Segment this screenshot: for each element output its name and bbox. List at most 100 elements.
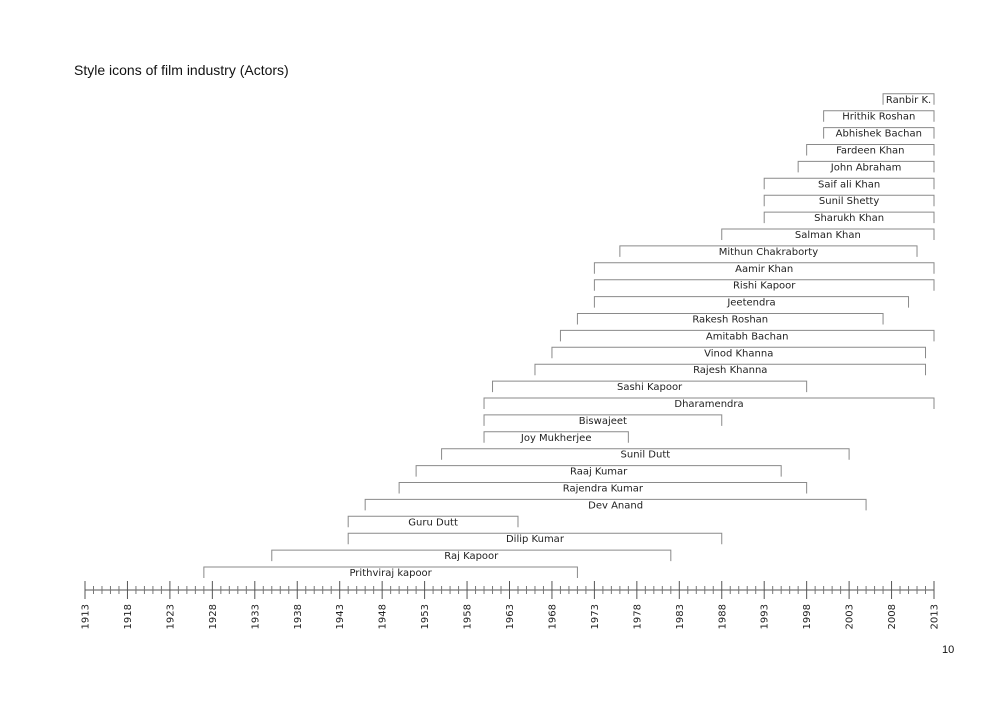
x-tick-label: 2003 <box>845 604 856 629</box>
x-tick-label: 1948 <box>378 604 389 629</box>
timeline-bar: Raj Kapoor <box>271 549 672 562</box>
bar-bracket <box>441 448 850 460</box>
bar-label: Mithun Chakraborty <box>719 247 818 258</box>
x-tick-label: 1978 <box>632 604 643 629</box>
bar-label: Saif ali Khan <box>818 179 880 190</box>
x-tick-label: 1943 <box>335 604 346 629</box>
bar-bracket <box>576 313 884 325</box>
bar-bracket <box>551 346 927 359</box>
timeline-bar: Abhishek Bachan <box>823 127 935 140</box>
timeline-bar: Raaj Kumar <box>415 465 782 478</box>
bar-label: Raj Kapoor <box>444 551 499 562</box>
bar-label: Sunil Dutt <box>621 450 671 461</box>
timeline-bar: Joy Mukherjee <box>483 431 629 444</box>
timeline-bar: Ranbir K. <box>882 93 935 106</box>
timeline-bar: Prithviraj kapoor <box>203 566 578 579</box>
bar-label: Biswajeet <box>579 416 627 427</box>
timeline-bar: Salman Khan <box>721 228 935 241</box>
bar-bracket <box>763 211 935 224</box>
bar-bracket <box>492 380 808 393</box>
x-tick-label: 1953 <box>420 604 431 629</box>
x-tick-label: 2013 <box>930 604 941 629</box>
timeline-bar: Guru Dutt <box>347 515 519 528</box>
bar-bracket <box>347 515 519 528</box>
timeline-bar: Mithun Chakraborty <box>619 245 918 258</box>
bar-label: Jeetendra <box>726 298 775 309</box>
timeline-bar: Rajendra Kumar <box>398 482 808 495</box>
bar-label: Aamir Khan <box>735 264 793 275</box>
x-tick-label: 1928 <box>208 604 219 629</box>
bar-bracket <box>763 177 935 190</box>
timeline-bar: Dharamendra <box>483 397 935 410</box>
bar-label: Salman Khan <box>795 230 861 241</box>
bar-bracket <box>483 431 629 443</box>
bar-bracket <box>619 245 918 257</box>
bar-bracket <box>483 414 723 426</box>
bar-bracket <box>882 93 935 105</box>
bar-bracket <box>593 262 935 274</box>
timeline-bar: Saif ali Khan <box>763 177 935 190</box>
x-tick-label: 1938 <box>293 604 304 629</box>
bar-bracket <box>806 144 935 156</box>
page-title: Style icons of film industry (Actors) <box>74 62 289 78</box>
bar-bracket <box>823 127 935 139</box>
timeline-bar: Sharukh Khan <box>763 211 935 224</box>
x-tick-label: 1968 <box>547 604 558 629</box>
bar-label: Dharamendra <box>674 399 743 410</box>
bar-label: Dilip Kumar <box>506 534 565 545</box>
bar-bracket <box>593 279 935 291</box>
x-tick-label: 1988 <box>717 604 728 629</box>
bar-bracket <box>823 110 935 122</box>
timeline-bar: Sunil Shetty <box>763 194 935 207</box>
x-tick-label: 1918 <box>123 604 134 629</box>
timeline-bar: Biswajeet <box>483 414 723 427</box>
x-tick-label: 1983 <box>675 604 686 629</box>
bar-bracket <box>559 329 935 342</box>
bar-label: Hrithik Roshan <box>842 112 915 123</box>
bar-bracket <box>483 397 935 409</box>
timeline-bar: Dev Anand <box>364 498 867 511</box>
timeline-bar: Rishi Kapoor <box>593 279 935 292</box>
bar-bracket <box>203 566 578 578</box>
page-number: 10 <box>942 644 955 656</box>
bar-label: Raaj Kumar <box>570 467 628 478</box>
bar-bracket <box>271 549 672 562</box>
bar-label: Guru Dutt <box>408 517 458 528</box>
x-tick-label: 1923 <box>165 604 176 629</box>
bar-label: Fardeen Khan <box>836 146 904 157</box>
bar-label: Abhishek Bachan <box>836 129 922 140</box>
timeline-bar: Jeetendra <box>593 296 910 309</box>
timeline-bar: Aamir Khan <box>593 262 935 275</box>
bar-bracket <box>364 498 867 511</box>
bar-label: Ranbir K. <box>886 95 931 106</box>
timeline-bar: Fardeen Khan <box>806 144 935 157</box>
bar-bracket <box>763 194 935 207</box>
timeline-bar: Rakesh Roshan <box>576 313 884 326</box>
timeline-bar: John Abraham <box>797 160 935 173</box>
timeline-bar: Sashi Kapoor <box>492 380 808 393</box>
bar-label: Amitabh Bachan <box>706 331 789 342</box>
bar-label: Sunil Shetty <box>819 196 879 207</box>
bar-label: Rajesh Khanna <box>693 365 767 376</box>
bar-bracket <box>415 465 782 477</box>
bar-label: Rakesh Roshan <box>692 315 768 326</box>
timeline-bar: Rajesh Khanna <box>534 363 927 376</box>
bar-label: Joy Mukherjee <box>520 433 592 444</box>
bar-bracket <box>347 532 723 545</box>
bar-bracket <box>593 296 910 308</box>
bar-label: Sharukh Khan <box>814 213 884 224</box>
timeline-bar: Sunil Dutt <box>441 448 850 461</box>
x-tick-label: 1958 <box>463 604 474 629</box>
timeline-bar: Dilip Kumar <box>347 532 723 545</box>
bar-label: Vinod Khanna <box>704 348 773 359</box>
bar-label: Dev Anand <box>588 500 643 511</box>
bar-label: John Abraham <box>830 162 902 173</box>
bar-label: Sashi Kapoor <box>617 382 683 393</box>
x-axis: 1913 1918 1923 1928 1933 1938 1943 1948 1953 1958… <box>81 581 941 629</box>
bar-bracket <box>398 482 808 494</box>
bar-label: Rishi Kapoor <box>733 281 796 292</box>
x-tick-label: 2008 <box>887 604 898 629</box>
x-tick-label: 1933 <box>250 604 261 629</box>
x-tick-label: 1993 <box>760 604 771 629</box>
